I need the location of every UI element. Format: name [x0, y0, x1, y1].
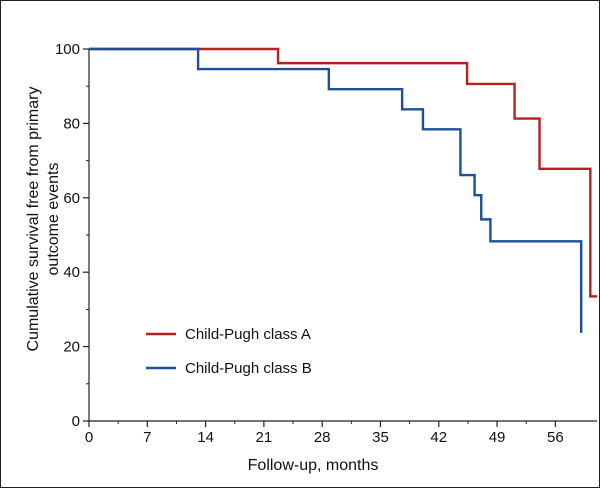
series-lines	[89, 47, 597, 333]
series-line-class-a	[89, 47, 597, 298]
x-tick-label: 49	[489, 429, 506, 446]
series-line-class-b	[89, 47, 583, 333]
y-tick-label: 0	[72, 413, 80, 430]
y-tick-label: 20	[63, 339, 80, 356]
y-tick-label: 40	[63, 264, 80, 281]
x-tick-label: 21	[256, 429, 273, 446]
x-tick-label: 14	[197, 429, 214, 446]
y-tick-label: 80	[63, 115, 80, 132]
x-axis: 0 7 14 21 28 35 42 49 56	[85, 420, 597, 446]
x-axis-title: Follow-up, months	[248, 457, 379, 474]
x-tick-label: 42	[430, 429, 447, 446]
y-axis-title-line-2: outcome events	[45, 163, 62, 276]
legend: Child-Pugh class A Child-Pugh class B	[146, 326, 312, 377]
legend-label: Child-Pugh class B	[185, 360, 312, 377]
y-tick-label: 100	[55, 41, 80, 58]
x-tick-label: 35	[372, 429, 389, 446]
x-tick-label: 0	[85, 429, 93, 446]
y-tick-label: 60	[63, 190, 80, 207]
y-axis-title-line-1: Cumulative survival free from primary	[25, 87, 42, 352]
x-tick-label: 56	[547, 429, 564, 446]
legend-label: Child-Pugh class A	[185, 326, 311, 343]
y-axis: 0 20 40 60 80 100	[55, 41, 90, 430]
x-tick-label: 7	[143, 429, 151, 446]
x-tick-label: 28	[314, 429, 331, 446]
